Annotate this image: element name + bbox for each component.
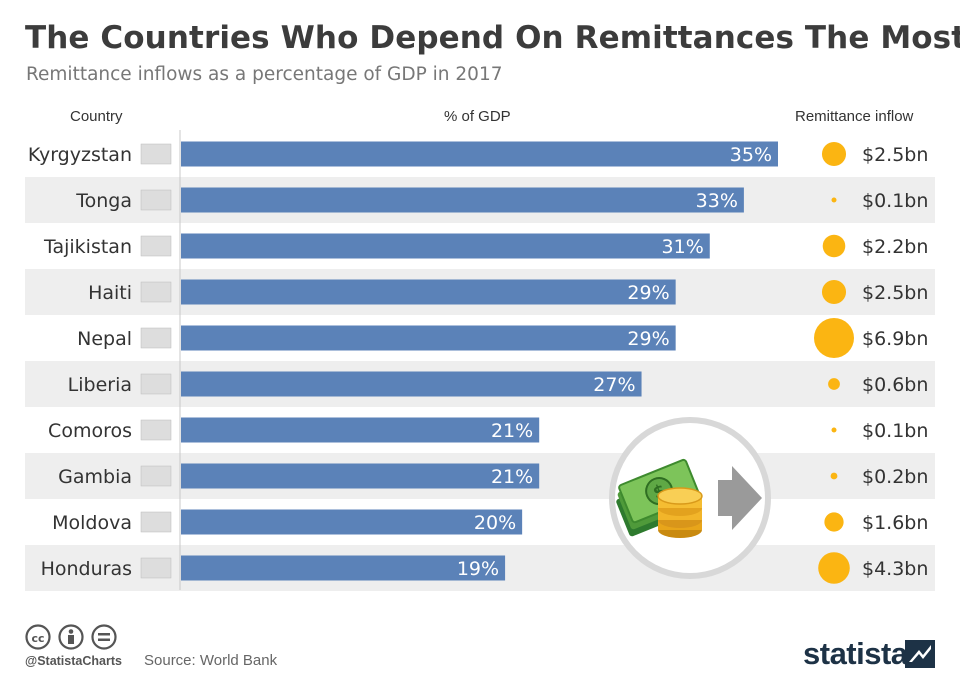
flag-icon [140, 189, 172, 211]
inflow-bubble [814, 318, 854, 358]
bar-value-label: 29% [627, 328, 669, 350]
inflow-label: $1.6bn [862, 512, 928, 534]
inflow-bubble [831, 197, 837, 203]
category-label: Gambia [58, 466, 132, 488]
inflow-label: $4.3bn [862, 558, 928, 580]
inflow-label: $2.5bn [862, 144, 928, 166]
cc-icon: cc [25, 624, 51, 650]
chart-row: Nepal 29% $6.9bn [77, 318, 928, 358]
bar [181, 417, 540, 443]
inflow-label: $0.2bn [862, 466, 928, 488]
coin-stack [657, 487, 703, 538]
bar-value-label: 33% [696, 190, 738, 212]
source-note: Source: World Bank [144, 652, 278, 669]
twitter-handle: @StatistaCharts [25, 654, 122, 668]
chart-title: The Countries Who Depend On Remittances … [25, 20, 960, 56]
flag-icon [140, 465, 172, 487]
flag-icon [140, 327, 172, 349]
category-label: Tajikistan [43, 236, 132, 258]
bar [181, 371, 642, 397]
flag-icon [140, 557, 172, 579]
inflow-bubble [822, 234, 846, 258]
inflow-bubble [824, 512, 844, 532]
chart-row: Haiti 29% $2.5bn [88, 279, 928, 305]
bar [181, 279, 676, 305]
inflow-label: $2.2bn [862, 236, 928, 258]
category-label: Liberia [68, 374, 132, 396]
chart-row: Comoros 21% $0.1bn [48, 417, 928, 443]
bar-value-label: 35% [730, 144, 772, 166]
inflow-label: $6.9bn [862, 328, 928, 350]
inflow-bubble [821, 141, 847, 167]
chart-row: Moldova 20% $1.6bn [52, 509, 928, 535]
inflow-label: $0.6bn [862, 374, 928, 396]
flag-icon [140, 373, 172, 395]
bar [181, 141, 778, 167]
bar-value-label: 29% [627, 282, 669, 304]
chart-row: Kyrgyzstan 35% $2.5bn [28, 141, 928, 167]
chart-row: Liberia 27% $0.6bn [68, 371, 928, 397]
bar-value-label: 27% [593, 374, 635, 396]
inflow-column-header: Remittance inflow [795, 108, 914, 125]
inflow-bubble [828, 378, 840, 390]
flag-icon [140, 235, 172, 257]
chart-row: Tonga 33% $0.1bn [75, 187, 928, 213]
inflow-bubble [818, 552, 850, 584]
category-label: Tonga [75, 190, 132, 212]
bar-value-label: 21% [491, 420, 533, 442]
bar [181, 463, 540, 489]
svg-text:cc: cc [31, 632, 44, 645]
inflow-label: $0.1bn [862, 190, 928, 212]
category-label: Honduras [41, 558, 132, 580]
chart-row: Gambia 21% $0.2bn [58, 463, 928, 489]
inflow-bubble [821, 279, 847, 305]
bar-value-label: 21% [491, 466, 533, 488]
chart-row: Tajikistan 31% $2.2bn [43, 233, 928, 259]
chart-rows: Kyrgyzstan 35% $2.5bn Tonga 33% $0.1bn Tajikis… [28, 141, 928, 584]
category-label: Kyrgyzstan [28, 144, 132, 166]
bar [181, 233, 710, 259]
category-label: Haiti [88, 282, 132, 304]
category-label: Moldova [52, 512, 132, 534]
attribution-icon [58, 624, 84, 650]
no-derivatives-icon [91, 624, 117, 650]
bar-chart: Kyrgyzstan 35% $2.5bn Tonga 33% $0.1bn Tajikis… [25, 130, 935, 591]
bar-value-label: 31% [662, 236, 704, 258]
money-transfer-illustration: $ [609, 417, 771, 579]
inflow-bubble [831, 427, 837, 433]
flag-icon [140, 511, 172, 533]
category-label: Comoros [48, 420, 132, 442]
inflow-label: $2.5bn [862, 282, 928, 304]
bar [181, 509, 523, 535]
category-label: Nepal [77, 328, 132, 350]
license-icons: cc [25, 624, 117, 650]
chart-subtitle: Remittance inflows as a percentage of GD… [26, 64, 503, 85]
flag-icon [140, 281, 172, 303]
gdp-column-header: % of GDP [444, 108, 511, 125]
bar [181, 187, 744, 213]
bar-value-label: 19% [457, 558, 499, 580]
chart-row: Honduras 19% $4.3bn [41, 552, 928, 584]
bar [181, 555, 506, 581]
country-column-header: Country [70, 108, 123, 125]
inflow-bubble [830, 472, 838, 480]
bar-value-label: 20% [474, 512, 516, 534]
flag-icon [140, 143, 172, 165]
flag-icon [140, 419, 172, 441]
statista-logo-mark [905, 640, 935, 668]
bar [181, 325, 676, 351]
inflow-label: $0.1bn [862, 420, 928, 442]
statista-logo: statista [803, 636, 908, 671]
